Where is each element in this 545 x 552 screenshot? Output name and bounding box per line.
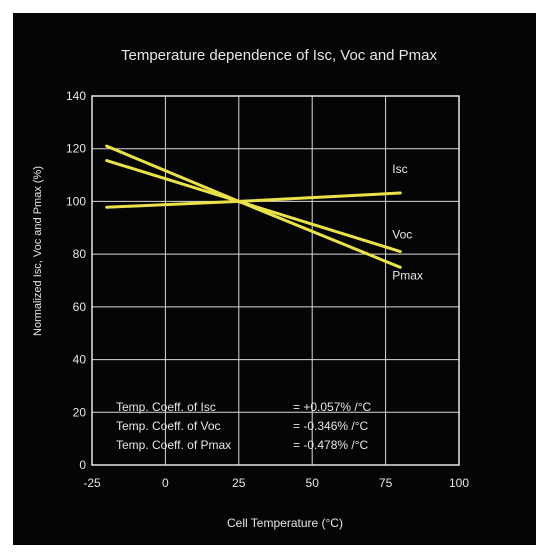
x-tick-label-2: 25 bbox=[232, 476, 246, 490]
x-tick-label-3: 50 bbox=[306, 476, 320, 490]
y-tick-label-2: 40 bbox=[73, 353, 87, 367]
annotation-value-0: = +0.057% /°C bbox=[293, 400, 372, 414]
chart: Temperature dependence of Isc, Voc and P… bbox=[32, 47, 469, 530]
x-axis-label: Cell Temperature (°C) bbox=[227, 516, 343, 530]
coefficient-annotations: Temp. Coeff. of Isc = +0.057% /°C Temp. Co… bbox=[116, 400, 372, 452]
y-tick-label-3: 60 bbox=[73, 300, 87, 314]
chart-title: Temperature dependence of Isc, Voc and P… bbox=[121, 47, 438, 64]
series-label-pmax: Pmax bbox=[392, 268, 423, 282]
y-tick-label-4: 80 bbox=[73, 247, 87, 261]
series-label-voc: Voc bbox=[392, 228, 412, 242]
x-tick-label-4: 75 bbox=[379, 476, 393, 490]
annotation-value-2: = -0.478% /°C bbox=[293, 438, 369, 452]
chart-panel bbox=[13, 13, 536, 545]
series-line-pmax bbox=[105, 144, 402, 269]
y-tick-label-6: 120 bbox=[66, 142, 86, 156]
y-axis-label: Normalized Isc, Voc and Pmax (%) bbox=[32, 166, 44, 336]
plot-border bbox=[91, 95, 460, 466]
x-tick-label-0: -25 bbox=[83, 476, 101, 490]
series-labels: Isc Voc Pmax bbox=[392, 162, 423, 282]
series-lines bbox=[105, 144, 402, 269]
x-tick-labels: -25 0 25 50 75 100 bbox=[83, 476, 469, 490]
y-tick-label-1: 20 bbox=[73, 405, 87, 419]
annotation-label-2: Temp. Coeff. of Pmax bbox=[116, 438, 231, 452]
plot-frame bbox=[91, 95, 460, 466]
x-tick-label-5: 100 bbox=[449, 476, 469, 490]
annotation-value-1: = -0.346% /°C bbox=[293, 419, 369, 433]
x-tick-label-1: 0 bbox=[162, 476, 169, 490]
y-tick-labels: 0 20 40 60 80 100 120 140 bbox=[66, 89, 86, 472]
series-label-isc: Isc bbox=[392, 162, 407, 176]
annotation-label-0: Temp. Coeff. of Isc bbox=[116, 400, 216, 414]
y-tick-label-0: 0 bbox=[79, 458, 86, 472]
grid bbox=[92, 96, 459, 465]
y-tick-label-7: 140 bbox=[66, 89, 86, 103]
annotation-label-1: Temp. Coeff. of Voc bbox=[116, 419, 221, 433]
y-tick-label-5: 100 bbox=[66, 194, 86, 208]
